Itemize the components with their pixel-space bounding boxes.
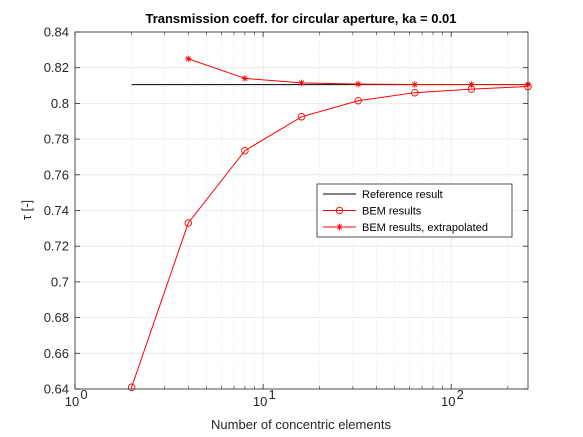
data-point-star bbox=[185, 55, 192, 62]
data-point-star bbox=[241, 75, 249, 82]
star-stroke bbox=[355, 81, 361, 87]
x-tick-label-exponent: 2 bbox=[457, 387, 464, 402]
y-tick-labels: 0.64 0.66 0.68 0.7 0.72 0.74 0.76 0.78 0.8 0.82 0.… bbox=[44, 25, 69, 397]
series-line bbox=[131, 85, 529, 388]
data-point-circle bbox=[297, 113, 306, 121]
y-tick-label: 0.76 bbox=[44, 167, 69, 182]
minor-grid bbox=[131, 32, 509, 389]
data-point-circle bbox=[354, 96, 362, 105]
star-stroke bbox=[185, 56, 191, 62]
x-tick-label-exponent: 0 bbox=[80, 387, 87, 402]
x-tick-label-base: 10 bbox=[65, 394, 79, 409]
star-stroke bbox=[468, 81, 474, 88]
x-tick-label-base: 10 bbox=[441, 394, 455, 409]
data-point-circle bbox=[127, 383, 136, 391]
data-point-star bbox=[298, 79, 305, 87]
data-point-circle bbox=[241, 146, 249, 155]
x-tick-label-base: 10 bbox=[253, 394, 267, 409]
star-stroke bbox=[336, 224, 343, 230]
data-point-star bbox=[336, 223, 343, 231]
chart-title: Transmission coeff. for circular apertur… bbox=[145, 11, 456, 26]
x-tick-label: 10 1 bbox=[253, 387, 276, 409]
y-tick-label: 0.74 bbox=[44, 203, 69, 218]
series-2 bbox=[185, 55, 532, 88]
legend-label: BEM results, extrapolated bbox=[362, 222, 488, 234]
y-tick-label: 0.66 bbox=[44, 346, 69, 361]
y-tick-label: 0.78 bbox=[44, 132, 69, 147]
star-stroke bbox=[298, 80, 305, 86]
data-point-circle bbox=[335, 206, 344, 215]
star-stroke bbox=[412, 81, 418, 88]
x-tick-label: 10 0 bbox=[65, 387, 88, 409]
major-grid bbox=[74, 31, 528, 390]
y-tick-label: 0.7 bbox=[51, 274, 69, 289]
data-point-star bbox=[354, 80, 362, 88]
series-layer bbox=[127, 55, 532, 391]
axes-box bbox=[74, 31, 529, 390]
data-point-circle bbox=[411, 88, 419, 97]
y-axis-label: τ [-] bbox=[19, 200, 34, 220]
data-point-star bbox=[468, 81, 475, 88]
y-tick-label: 0.8 bbox=[51, 96, 69, 111]
legend-label: Reference result bbox=[362, 189, 443, 201]
y-tick-label: 0.72 bbox=[44, 239, 69, 254]
x-axis-label: Number of concentric elements bbox=[211, 417, 391, 432]
y-tick-label: 0.84 bbox=[44, 25, 69, 40]
data-point-circle bbox=[184, 219, 192, 227]
legend-label: BEM results bbox=[362, 206, 422, 218]
y-tick-label: 0.82 bbox=[44, 60, 69, 75]
legend-entry: Reference result bbox=[323, 189, 443, 201]
y-tick-label: 0.68 bbox=[44, 310, 69, 325]
x-tick-label: 10 2 bbox=[441, 387, 464, 409]
x-tick-labels: 10 0 10 1 10 2 bbox=[65, 387, 464, 409]
series-1 bbox=[127, 82, 532, 391]
y-tick-label: 0.64 bbox=[44, 382, 69, 397]
data-point-star bbox=[411, 81, 418, 88]
series-line bbox=[188, 58, 528, 85]
legend-entry: BEM results, extrapolated bbox=[323, 222, 488, 234]
legend: Reference result BEM results BEM results, … bbox=[316, 183, 513, 238]
x-tick-label-exponent: 1 bbox=[268, 387, 275, 402]
star-stroke bbox=[242, 75, 248, 82]
legend-entry: BEM results bbox=[323, 206, 422, 218]
